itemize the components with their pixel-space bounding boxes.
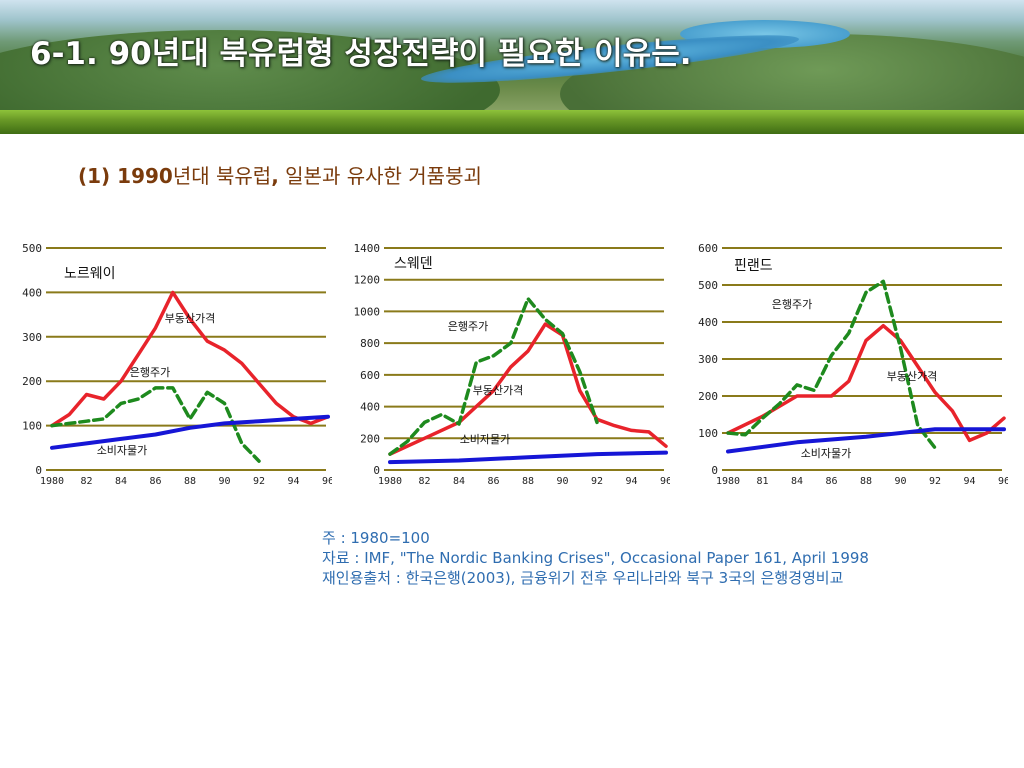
chart-title: 노르웨이 xyxy=(64,266,116,282)
series-label: 부동산가격 xyxy=(165,312,216,325)
note-source: 자료 : IMF, "The Nordic Banking Crises", O… xyxy=(322,549,869,567)
x-tick-label: 88 xyxy=(184,476,196,487)
source-notes: 주 : 1980=100 자료 : IMF, "The Nordic Banki… xyxy=(322,528,869,588)
y-tick-label: 400 xyxy=(22,286,42,299)
x-tick-label: 84 xyxy=(115,476,127,487)
series-line-부동산가격 xyxy=(388,322,668,456)
x-tick-label: 88 xyxy=(522,476,534,487)
slide-subtitle: (1) 1990년대 북유럽, 일본과 유사한 거품붕괴 xyxy=(78,160,482,189)
x-tick-label: 92 xyxy=(591,476,603,487)
note-citation: 재인용출처 : 한국은행(2003), 금융위기 전후 우리나라와 북구 3국의… xyxy=(322,569,844,587)
y-tick-label: 300 xyxy=(22,331,42,344)
subtitle-comma: , xyxy=(271,164,279,188)
series-label: 부동산가격 xyxy=(473,384,524,397)
x-tick-label: 94 xyxy=(625,476,637,487)
chart-svg: 0 100 200 300 400 500 600 1980 81 84 86 88 90 92 94 96 부… xyxy=(698,242,1008,487)
x-tick-label: 94 xyxy=(963,476,975,487)
chart-finland: 0 100 200 300 400 500 600 1980 81 84 86 88 90 92 94 96 부… xyxy=(688,226,1008,496)
x-tick-label: 86 xyxy=(825,476,837,487)
x-tick-label: 96 xyxy=(322,476,332,487)
series-label: 소비자물가 xyxy=(460,433,511,446)
series-label: 은행주가 xyxy=(772,298,812,311)
x-tick-label: 94 xyxy=(287,476,299,487)
subtitle-middle: 년대 북유럽 xyxy=(172,164,272,188)
chart-svg: 0 100 200 300 400 500 1980 82 84 86 88 90 92 94 96 부동산가… xyxy=(22,242,332,487)
x-tick-label: 86 xyxy=(149,476,161,487)
y-tick-label: 500 xyxy=(698,279,718,292)
series-label: 은행주가 xyxy=(130,366,170,379)
y-tick-label: 200 xyxy=(698,390,718,403)
x-tick-label: 84 xyxy=(791,476,803,487)
x-tick-label: 96 xyxy=(998,476,1008,487)
header-banner: 6-1. 90년대 북유럽형 성장전략이 필요한 이유는. xyxy=(0,0,1024,110)
x-tick-label: 88 xyxy=(860,476,872,487)
y-tick-label: 100 xyxy=(698,427,718,440)
chart-title: 핀랜드 xyxy=(734,258,773,274)
x-tick-label: 82 xyxy=(418,476,430,487)
note-base-year: 주 : 1980=100 xyxy=(322,529,430,547)
x-tick-label: 82 xyxy=(80,476,92,487)
y-tick-label: 0 xyxy=(711,464,718,477)
series-line-은행주가 xyxy=(388,296,599,456)
x-tick-label: 90 xyxy=(556,476,568,487)
chart-title: 스웨덴 xyxy=(394,256,433,272)
series-label: 부동산가격 xyxy=(887,370,938,383)
x-tick-label: 86 xyxy=(487,476,499,487)
y-tick-label: 200 xyxy=(22,375,42,388)
x-tick-label: 90 xyxy=(894,476,906,487)
x-tick-label: 1980 xyxy=(716,476,740,487)
series-label: 소비자물가 xyxy=(97,444,148,457)
y-tick-label: 1400 xyxy=(354,242,381,255)
subtitle-rest: 일본과 유사한 거품붕괴 xyxy=(278,164,482,188)
x-tick-label: 1980 xyxy=(378,476,402,487)
slide-title: 6-1. 90년대 북유럽형 성장전략이 필요한 이유는. xyxy=(30,36,692,72)
y-tick-label: 300 xyxy=(698,353,718,366)
y-tick-label: 400 xyxy=(698,316,718,329)
x-tick-label: 84 xyxy=(453,476,465,487)
chart-svg: 0 200 400 600 800 1000 1200 1400 1980 82 84 86 88 90 9… xyxy=(354,242,671,487)
series-label: 은행주가 xyxy=(448,320,488,333)
header-green-bar xyxy=(0,110,1024,134)
series-line-은행주가 xyxy=(726,279,937,450)
chart-sweden: 0 200 400 600 800 1000 1200 1400 1980 82 84 86 88 90 9… xyxy=(350,226,671,496)
x-tick-label: 92 xyxy=(253,476,265,487)
series-label: 소비자물가 xyxy=(801,447,852,460)
y-tick-label: 800 xyxy=(360,337,380,350)
y-tick-label: 1200 xyxy=(354,274,381,287)
y-tick-label: 0 xyxy=(35,464,42,477)
y-tick-label: 100 xyxy=(22,420,42,433)
y-tick-label: 600 xyxy=(698,242,718,255)
x-tick-label: 92 xyxy=(929,476,941,487)
y-tick-label: 400 xyxy=(360,401,380,414)
y-tick-label: 200 xyxy=(360,432,380,445)
x-tick-label: 96 xyxy=(660,476,670,487)
subtitle-prefix: (1) 1990 xyxy=(78,164,173,188)
x-tick-label: 1980 xyxy=(40,476,64,487)
x-tick-label: 90 xyxy=(218,476,230,487)
y-tick-label: 500 xyxy=(22,242,42,255)
chart-norway: 0 100 200 300 400 500 1980 82 84 86 88 90 92 94 96 부동산가… xyxy=(12,226,332,496)
y-tick-label: 600 xyxy=(360,369,380,382)
y-tick-label: 0 xyxy=(373,464,380,477)
series-line-부동산가격 xyxy=(726,323,1006,443)
y-tick-label: 1000 xyxy=(354,305,381,318)
x-tick-label: 81 xyxy=(756,476,768,487)
